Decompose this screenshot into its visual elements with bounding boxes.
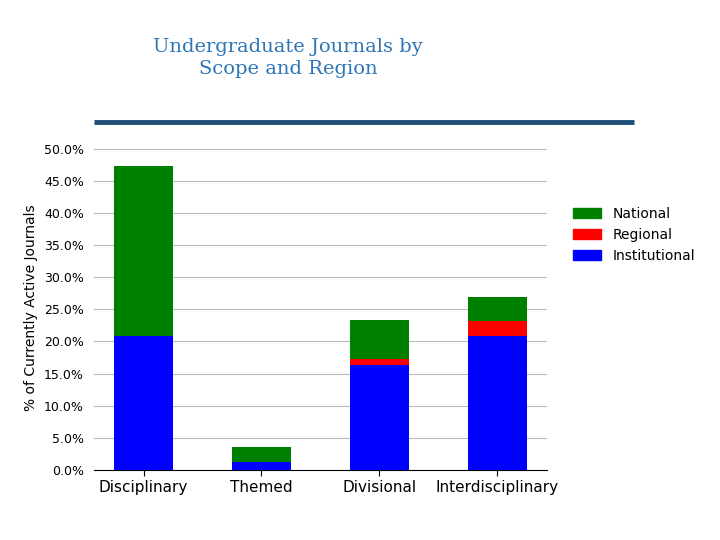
Bar [114, 336, 173, 470]
Legend: National, Regional, Institutional: National, Regional, Institutional [568, 201, 701, 268]
Bar [232, 462, 291, 470]
Bar [232, 447, 291, 462]
Bar [468, 321, 526, 336]
Bar [350, 365, 409, 470]
Bar [468, 296, 526, 321]
Bar [350, 360, 409, 365]
Bar [114, 166, 173, 336]
Bar [350, 320, 409, 360]
Y-axis label: % of Currently Active Journals: % of Currently Active Journals [24, 205, 38, 411]
Text: Undergraduate Journals by
Scope and Region: Undergraduate Journals by Scope and Regi… [153, 38, 423, 78]
Bar [468, 336, 526, 470]
